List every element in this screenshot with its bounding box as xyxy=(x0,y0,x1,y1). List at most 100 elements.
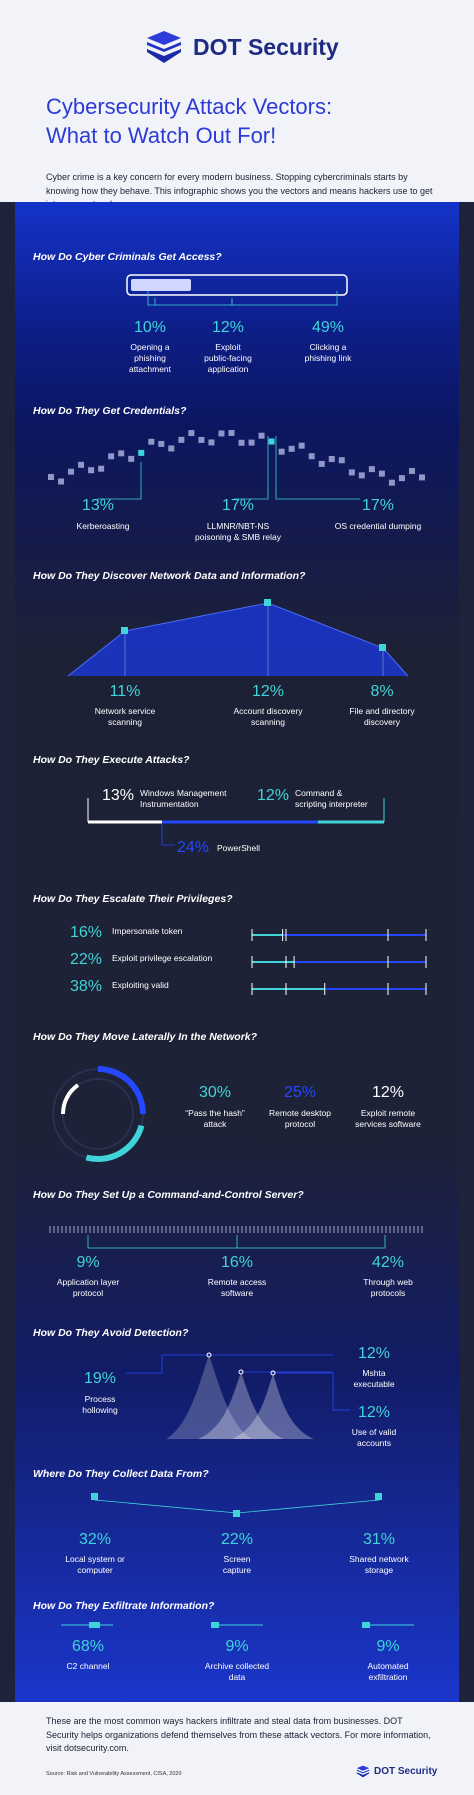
lateral-label-2a: Remote desktop xyxy=(269,1108,331,1118)
execute-pct-1: 13% xyxy=(102,787,135,804)
avoid-dot-2 xyxy=(238,1369,244,1375)
exfil-pct-1: 68% xyxy=(71,1638,105,1655)
exfil-label-2: Archive collected data xyxy=(187,1661,287,1683)
cred-dot xyxy=(288,445,295,452)
exfil-knob-3 xyxy=(362,1622,370,1628)
cred-dot xyxy=(108,453,115,460)
c2-label-3b: protocols xyxy=(370,1288,406,1298)
access-bar-fill xyxy=(131,279,191,291)
collect-label-1b: computer xyxy=(77,1565,113,1575)
escalate-pct-3: 38% xyxy=(70,978,103,995)
discover-mountain-graphic xyxy=(67,599,409,677)
avoid-label-2a: Mshta xyxy=(362,1368,386,1378)
exfil-label-2a: Archive collected xyxy=(204,1661,270,1671)
escalate-label-3: Exploiting valid xyxy=(112,980,169,990)
execute-label-2b: scripting interpreter xyxy=(295,799,368,809)
cred-pct-3: 17% xyxy=(361,497,395,514)
c2-label-3: Through web protocols xyxy=(343,1277,433,1299)
execute-label-3: PowerShell xyxy=(217,843,260,853)
cred-dot xyxy=(118,450,125,457)
credentials-dot-wave xyxy=(48,429,425,500)
collect-pct-2: 22% xyxy=(220,1531,254,1548)
cred-dot xyxy=(198,436,205,443)
collect-marker-1 xyxy=(91,1493,98,1500)
exfil-label-1: C2 channel xyxy=(66,1661,110,1671)
lateral-pct-3: 12% xyxy=(371,1084,405,1101)
escalate-bar-tracks xyxy=(251,929,427,995)
avoid-connector-4 xyxy=(273,1372,350,1411)
collect-line-graphic xyxy=(91,1493,382,1517)
cred-dot xyxy=(88,467,95,474)
content-panel xyxy=(15,202,459,1702)
lateral-label-3: Exploit remote services software xyxy=(343,1108,433,1130)
lateral-ring-rdp xyxy=(97,1066,146,1115)
cred-dot xyxy=(419,474,425,481)
avoid-label-3a: Use of valid xyxy=(351,1427,397,1437)
cred-dot xyxy=(128,455,135,462)
avoid-pct-3: 12% xyxy=(357,1404,391,1421)
access-pct-3: 49% xyxy=(311,319,345,336)
lateral-pct-1: 30% xyxy=(198,1084,232,1101)
access-pct-1: 10% xyxy=(133,319,167,336)
section-title-escalate: How Do They Escalate Their Privileges? xyxy=(33,893,233,905)
cred-label-1: Kerberoasting xyxy=(76,521,130,531)
lateral-ring-exploit xyxy=(60,1083,80,1115)
cred-dot xyxy=(318,460,325,467)
left-border-band xyxy=(0,202,15,1702)
cred-dot xyxy=(368,466,375,473)
cred-connector-3 xyxy=(275,436,360,500)
access-label-3b: phishing link xyxy=(304,353,352,363)
cred-dot xyxy=(298,442,305,449)
brand-logo: DOT Security xyxy=(145,30,339,64)
c2-bracket xyxy=(87,1235,386,1249)
access-label-1a: Opening a xyxy=(130,342,170,352)
avoid-label-1b: hollowing xyxy=(82,1405,118,1415)
discover-label-1: Network service scanning xyxy=(75,706,175,728)
access-progress-graphic xyxy=(126,274,348,306)
c2-tick-strip xyxy=(49,1226,423,1249)
c2-label-2: Remote access software xyxy=(192,1277,282,1299)
collect-pct-1: 32% xyxy=(78,1531,112,1548)
cred-pct-2: 17% xyxy=(221,497,255,514)
collect-label-2: Screen capture xyxy=(192,1554,282,1576)
cred-dot xyxy=(178,436,185,443)
collect-label-2a: Screen xyxy=(223,1554,251,1564)
escalate-pct-1: 16% xyxy=(70,924,103,941)
execute-bar-graphic xyxy=(87,798,385,846)
section-title-exfil: How Do They Exfiltrate Information? xyxy=(33,1600,215,1612)
cred-dot xyxy=(248,439,255,446)
exfil-knob-1 xyxy=(89,1622,100,1628)
header: DOT Security Cybersecurity Attack Vector… xyxy=(0,0,474,209)
collect-label-3a: Shared network xyxy=(349,1554,409,1564)
escalate-pct-2: 22% xyxy=(70,951,103,968)
avoid-peak-1 xyxy=(166,1355,252,1439)
cred-dot xyxy=(238,439,245,446)
exfil-label-3a: Automated xyxy=(367,1661,409,1671)
lateral-label-1: “Pass the hash” attack xyxy=(170,1108,260,1130)
discover-marker-3 xyxy=(379,644,386,651)
avoid-label-2b: executable xyxy=(353,1379,395,1389)
cred-dot xyxy=(208,439,215,446)
access-label-2b: public-facing xyxy=(204,353,252,363)
execute-label-1: Windows Management Instrumentation xyxy=(140,788,250,810)
execute-label-2a: Command & xyxy=(295,788,343,798)
c2-label-3a: Through web xyxy=(363,1277,413,1287)
avoid-peak-3 xyxy=(232,1373,314,1439)
cred-connector-2 xyxy=(234,436,269,500)
discover-pct-1: 11% xyxy=(109,683,141,700)
cred-label-3: OS credential dumping xyxy=(334,521,422,531)
collect-label-1a: Local system or xyxy=(65,1554,125,1564)
access-label-1b: phishing xyxy=(134,353,166,363)
cred-dot xyxy=(68,468,75,475)
discover-label-3b: discovery xyxy=(364,717,400,727)
page-title-line1: Cybersecurity Attack Vectors: xyxy=(46,94,333,119)
execute-pct-3: 24% xyxy=(177,839,210,856)
section-title-credentials: How Do They Get Credentials? xyxy=(33,405,187,417)
collect-label-3b: storage xyxy=(364,1565,394,1575)
discover-marker-1 xyxy=(121,627,128,634)
discover-pct-2: 12% xyxy=(251,683,285,700)
escalate-label-2: Exploit privilege escalation xyxy=(112,953,213,963)
section-title-discover: How Do They Discover Network Data and In… xyxy=(33,570,306,582)
source-citation: Source: Risk and Vulnerability Assessmen… xyxy=(46,1771,182,1777)
lateral-ring-graphic xyxy=(52,1066,146,1162)
